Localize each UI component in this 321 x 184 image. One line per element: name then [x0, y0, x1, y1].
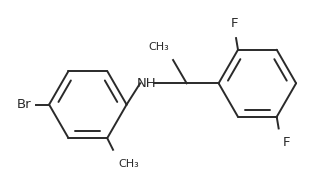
- Text: F: F: [282, 136, 290, 149]
- Text: F: F: [230, 17, 238, 30]
- Text: CH₃: CH₃: [119, 160, 140, 169]
- Text: CH₃: CH₃: [149, 42, 169, 52]
- Text: NH: NH: [137, 77, 156, 90]
- Text: Br: Br: [17, 98, 32, 111]
